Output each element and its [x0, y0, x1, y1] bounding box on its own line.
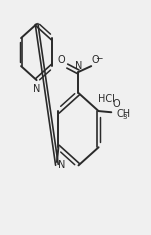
Text: O: O: [92, 55, 100, 65]
Text: HCl: HCl: [98, 94, 115, 104]
Text: O: O: [58, 55, 66, 65]
Text: N: N: [33, 84, 40, 94]
Text: CH: CH: [117, 109, 131, 119]
Text: −: −: [95, 53, 102, 62]
Text: 3: 3: [122, 114, 127, 120]
Text: N: N: [75, 61, 82, 71]
Text: O: O: [112, 99, 120, 109]
Text: N: N: [58, 160, 65, 170]
